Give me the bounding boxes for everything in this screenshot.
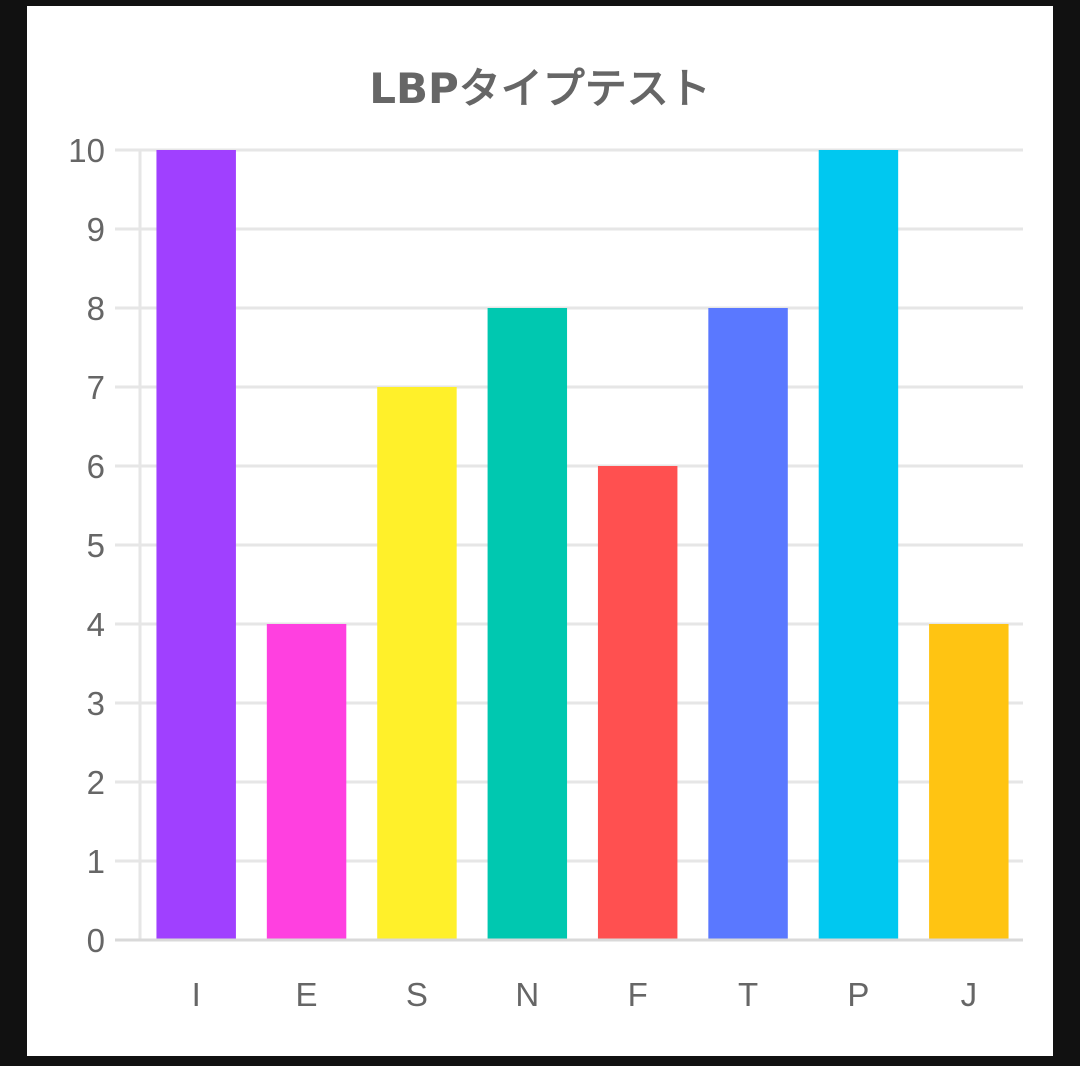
y-tick-label: 9 (87, 211, 105, 248)
x-tick-label: J (961, 976, 978, 1013)
bar-i (156, 150, 236, 940)
x-tick-label: I (192, 976, 201, 1013)
y-tick-label: 10 (68, 132, 105, 169)
y-tick-label: 8 (87, 290, 105, 327)
y-tick-label: 7 (87, 369, 105, 406)
y-tick-label: 0 (87, 922, 105, 959)
bar-chart: LBPタイプテスト 0 1 2 3 4 5 6 7 8 9 10 I E S N F T P J (68, 64, 1023, 1013)
bars (156, 150, 1009, 940)
y-axis-ticks: 0 1 2 3 4 5 6 7 8 9 10 (68, 132, 105, 959)
bar-p (818, 150, 899, 940)
x-tick-label: P (847, 976, 869, 1013)
x-tick-label: E (296, 976, 318, 1013)
x-tick-label: N (515, 976, 539, 1013)
chart-title: LBPタイプテスト (369, 64, 711, 113)
y-tick-label: 6 (87, 448, 105, 485)
y-tick-label: 4 (87, 606, 105, 643)
chart-card: LBPタイプテスト 0 1 2 3 4 5 6 7 8 9 10 I E S N F T P J (27, 6, 1053, 1056)
x-tick-label: S (406, 976, 428, 1013)
bar-e (266, 624, 347, 940)
y-tick-label: 1 (87, 843, 105, 880)
bar-t (708, 308, 788, 940)
y-tick-label: 2 (87, 764, 105, 801)
y-tick-label: 3 (87, 685, 105, 722)
x-tick-label: F (628, 976, 648, 1013)
bar-j (929, 624, 1009, 940)
bar-f (597, 466, 678, 940)
bar-s (377, 387, 457, 940)
x-tick-label: T (738, 976, 758, 1013)
bar-n (487, 308, 568, 940)
y-tick-label: 5 (87, 527, 105, 564)
